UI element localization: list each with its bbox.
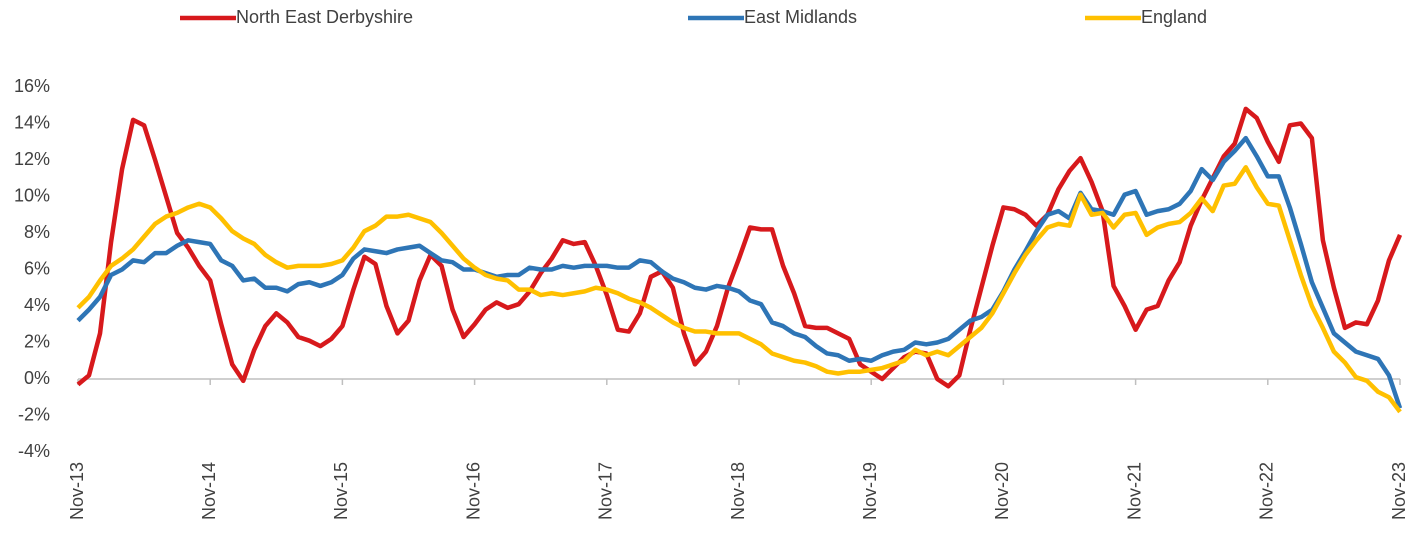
legend-label: North East Derbyshire [236,7,413,27]
y-tick-label: 12% [14,149,50,169]
x-tick-label: Nov-18 [728,462,748,520]
y-tick-label: 2% [24,331,50,351]
y-tick-label: -2% [18,404,50,424]
y-tick-label: -4% [18,441,50,461]
x-tick-label: Nov-14 [199,462,219,520]
y-tick-label: 6% [24,258,50,278]
x-tick-label: Nov-21 [1124,462,1144,520]
x-tick-label: Nov-19 [860,462,880,520]
y-tick-label: 8% [24,222,50,242]
x-tick-label: Nov-15 [331,462,351,520]
x-tick-label: Nov-13 [67,462,87,520]
series-line [76,135,1403,409]
y-tick-label: 10% [14,185,50,205]
y-tick-label: 4% [24,295,50,315]
x-tick-label: Nov-16 [463,462,483,520]
y-tick-label: 16% [14,76,50,96]
y-tick-label: 14% [14,112,50,132]
y-tick-label: 0% [24,368,50,388]
legend-label: England [1141,7,1207,27]
x-tick-label: Nov-20 [992,462,1012,520]
legend-label: East Midlands [744,7,857,27]
series-line [76,165,1402,414]
x-tick-label: Nov-23 [1389,462,1409,520]
x-tick-label: Nov-17 [596,462,616,520]
x-tick-label: Nov-22 [1257,462,1277,520]
series-line [76,106,1403,389]
